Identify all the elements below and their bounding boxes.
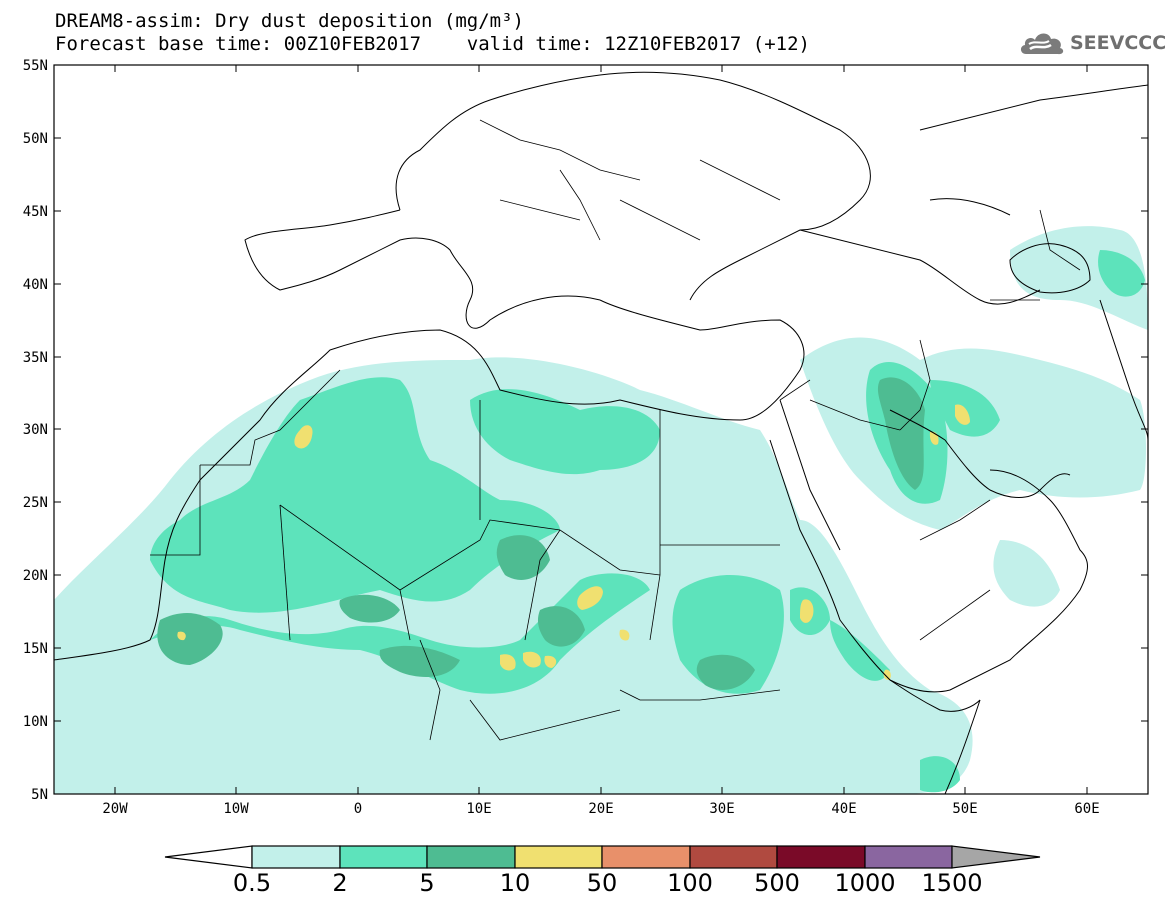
colorbar-box-1 — [339, 845, 428, 869]
lat-label-45n: 45N — [23, 204, 48, 220]
colorbar-under-arrow — [164, 845, 253, 869]
latitude-axis: 5N 10N 15N 20N 25N 30N 35N 40N 45N 50N 5… — [23, 58, 1148, 803]
colorbar-box-4 — [601, 845, 691, 869]
lon-label-60e: 60E — [1074, 801, 1099, 817]
lat-label-10n: 10N — [23, 714, 48, 730]
colorbar-box-2 — [426, 845, 516, 869]
lat-label-5n: 5N — [31, 787, 48, 803]
dust-level-10 — [177, 404, 970, 680]
colorbar-over-arrow — [951, 845, 1041, 869]
colorbar-label-500: 500 — [754, 869, 800, 897]
lon-label-20w: 20W — [102, 801, 128, 817]
forecast-time-line: Forecast base time: 00Z10FEB2017 valid t… — [55, 33, 810, 55]
colorbar-box-0 — [251, 845, 341, 869]
lon-label-0: 0 — [354, 801, 362, 817]
colorbar-label-10: 10 — [499, 869, 531, 897]
dust-field — [54, 226, 1148, 794]
dust-level-5 — [157, 377, 925, 690]
lon-label-10w: 10W — [223, 801, 249, 817]
lat-label-15n: 15N — [23, 641, 48, 657]
country-borders — [150, 119, 1081, 741]
colorbar-box-5 — [689, 845, 778, 869]
lat-label-20n: 20N — [23, 568, 48, 584]
map-title: DREAM8-assim: Dry dust deposition (mg/m³… — [55, 10, 524, 32]
colorbar-box-7 — [864, 845, 953, 869]
colorbar-label-5: 5 — [419, 869, 435, 897]
colorbar-label-0.5: 0.5 — [232, 869, 272, 897]
lat-label-30n: 30N — [23, 422, 48, 438]
colorbar-labels: 0.5 2 5 10 50 100 500 1000 1500 — [0, 869, 1165, 899]
coastlines — [54, 71, 1148, 794]
lon-label-50e: 50E — [952, 801, 977, 817]
lon-label-30e: 30E — [709, 801, 734, 817]
longitude-axis: 20W 10W 0 10E 20E 30E 40E 50E 60E — [102, 65, 1100, 817]
cloud-logo-icon — [1020, 33, 1064, 55]
colorbar-label-50: 50 — [586, 869, 618, 897]
logo-text: SEEVCCC — [1070, 32, 1165, 54]
lat-label-55n: 55N — [23, 58, 48, 74]
lat-label-25n: 25N — [23, 495, 48, 511]
colorbar-label-1500: 1500 — [921, 869, 983, 897]
lon-label-10e: 10E — [466, 801, 491, 817]
colorbar-label-100: 100 — [667, 869, 713, 897]
colorbar-label-2: 2 — [332, 869, 348, 897]
seevccc-logo: SEEVCCC — [1018, 26, 1165, 60]
lat-label-50n: 50N — [23, 131, 48, 147]
colorbar-box-3 — [514, 845, 603, 869]
colorbar-label-1000: 1000 — [834, 869, 896, 897]
colorbar — [164, 845, 1041, 869]
colorbar-box-6 — [776, 845, 866, 869]
lat-label-35n: 35N — [23, 350, 48, 366]
lon-label-40e: 40E — [831, 801, 856, 817]
lon-label-20e: 20E — [588, 801, 613, 817]
lat-label-40n: 40N — [23, 277, 48, 293]
